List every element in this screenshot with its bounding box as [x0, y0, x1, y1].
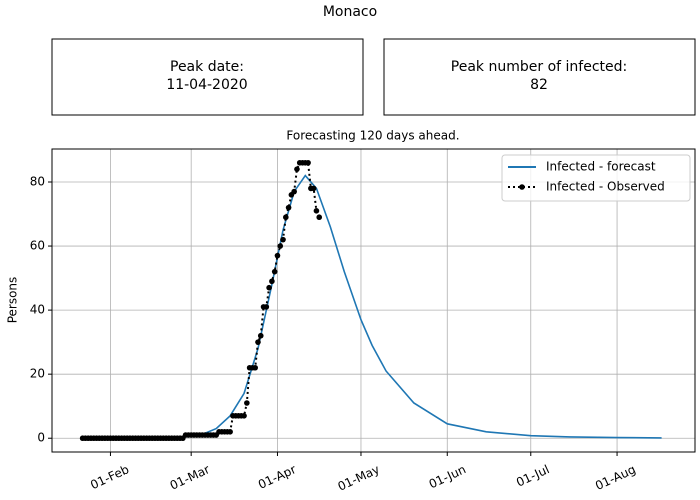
legend-label: Infected - Observed — [546, 180, 665, 194]
data-point — [263, 304, 270, 310]
legend-box — [501, 154, 691, 202]
data-point — [291, 188, 297, 195]
data-point — [227, 429, 233, 435]
data-point — [310, 185, 317, 192]
x-tick-label: 01-May — [336, 462, 382, 493]
series-line — [82, 161, 321, 440]
legend-marker — [519, 184, 525, 190]
data-point — [255, 339, 261, 345]
data-point — [244, 400, 250, 406]
box-label: Peak date: — [170, 59, 244, 75]
data-point — [316, 214, 323, 221]
y-tick-label: 40 — [30, 303, 45, 317]
info-box — [383, 38, 696, 116]
data-point — [283, 214, 289, 221]
data-point — [305, 159, 311, 166]
legend-label: Infected - forecast — [546, 160, 656, 174]
data-point — [280, 236, 286, 243]
data-point — [274, 252, 281, 259]
data-point — [257, 332, 264, 339]
y-tick-label: 20 — [30, 367, 45, 381]
data-point — [294, 166, 300, 172]
info-box — [51, 38, 364, 116]
x-tick-label: 01-Mar — [168, 462, 212, 493]
x-tick-label: 01-Jul — [514, 462, 551, 489]
data-point — [269, 278, 275, 285]
x-tick-label: 01-Apr — [256, 462, 298, 492]
data-point — [271, 268, 278, 275]
data-point — [266, 284, 272, 291]
box-label: Peak number of infected: — [451, 59, 627, 75]
data-point — [277, 243, 284, 249]
x-tick-label: 01-Aug — [593, 462, 638, 493]
x-tick-label: 01-Feb — [88, 462, 131, 492]
chart-title: Forecasting 120 days ahead. — [286, 129, 459, 143]
x-tick-label: 01-Jun — [427, 462, 468, 491]
data-point — [252, 364, 258, 371]
data-point — [313, 208, 320, 214]
box-value: 11-04-2020 — [166, 77, 247, 93]
y-axis-label: Persons — [6, 277, 20, 324]
figure-title: Monaco — [323, 4, 377, 20]
data-point — [241, 413, 247, 419]
axes-frame — [51, 148, 696, 453]
series-line — [82, 174, 662, 440]
data-point — [285, 204, 292, 211]
y-tick-label: 60 — [30, 239, 45, 253]
y-tick-label: 0 — [37, 431, 45, 445]
y-tick-label: 80 — [30, 174, 45, 188]
box-value: 82 — [530, 77, 548, 93]
